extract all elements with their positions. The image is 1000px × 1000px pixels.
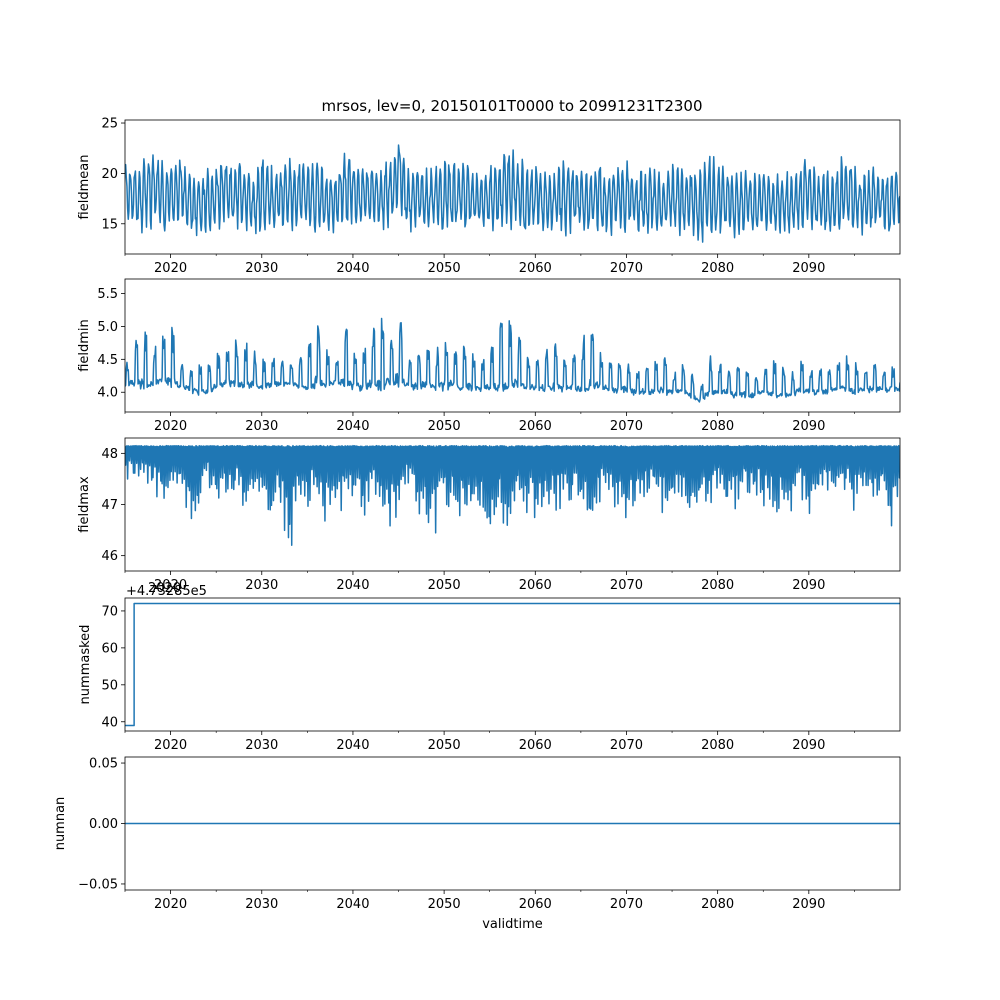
y-tick-label: 4.5 xyxy=(97,353,118,368)
x-tick-label: 2090 xyxy=(792,419,825,434)
y-axis-label-fieldmean: fieldmean xyxy=(77,155,92,220)
y-tick-label: 50 xyxy=(101,678,118,693)
x-tick-label: 2040 xyxy=(336,578,369,593)
panels: 2020 2030 2040 2050 2060 2070 2080 2090 15 20 25 fi… xyxy=(53,117,901,932)
axes-frame-nummasked xyxy=(124,597,901,732)
x-tick-label: 2060 xyxy=(519,897,552,912)
x-tick-label: 2040 xyxy=(336,419,369,434)
x-tick-label: 2050 xyxy=(428,578,461,593)
x-tick-label: 2060 xyxy=(519,578,552,593)
x-tick-label: 2020 xyxy=(154,897,187,912)
x-tick-label: 2020 xyxy=(154,261,187,276)
y-axis-label-fieldmax: fieldmax xyxy=(77,476,92,533)
y-tick-label: −0.05 xyxy=(78,877,118,892)
series-line-fieldmin xyxy=(125,317,900,403)
y-tick-label: 47 xyxy=(101,498,118,513)
x-tick-label: 2030 xyxy=(245,261,278,276)
panel-numnan: 2020 2030 2040 2050 2060 2070 2080 2090 −0.05 0.0… xyxy=(53,757,901,932)
panel-nummasked: 2020 2030 2040 2050 2060 2070 2080 2090 40 50 60 70… xyxy=(78,581,901,753)
x-tick-label: 2040 xyxy=(336,261,369,276)
x-tick-label: 2050 xyxy=(428,738,461,753)
x-tick-label: 2070 xyxy=(610,738,643,753)
y-tick-label: 70 xyxy=(101,604,118,619)
y-axis-label-nummasked: nummasked xyxy=(78,625,93,705)
x-tick-label: 2020 xyxy=(154,738,187,753)
y-tick-label: 0.00 xyxy=(89,817,118,832)
panel-fieldmax: 2020 2030 2040 2050 2060 2070 2080 2090 46 47 48 fi… xyxy=(77,437,901,593)
y-tick-label: 48 xyxy=(101,447,118,462)
x-tick-label: 2060 xyxy=(519,419,552,434)
panel-fieldmin: 2020 2030 2040 2050 2060 2070 2080 2090 4.0 4.5 5.… xyxy=(77,278,901,434)
x-tick-label: 2040 xyxy=(336,738,369,753)
y-tick-label: 0.05 xyxy=(89,757,118,772)
x-tick-label: 2030 xyxy=(245,738,278,753)
x-tick-label: 2060 xyxy=(519,261,552,276)
x-tick-label: 2090 xyxy=(792,578,825,593)
x-tick-label: 2080 xyxy=(701,261,734,276)
x-tick-label: 2060 xyxy=(519,738,552,753)
x-tick-label: 2090 xyxy=(792,897,825,912)
axes-frame-fieldmean xyxy=(124,119,901,255)
x-tick-label: 2080 xyxy=(701,738,734,753)
offset-text-extra: 2020 xyxy=(148,581,181,596)
y-tick-label: 25 xyxy=(101,117,118,132)
x-axis-label: validtime xyxy=(482,917,543,932)
x-tick-label: 2040 xyxy=(336,897,369,912)
x-tick-label: 2090 xyxy=(792,738,825,753)
x-tick-label: 2030 xyxy=(245,897,278,912)
y-tick-label: 60 xyxy=(101,641,118,656)
x-tick-label: 2050 xyxy=(428,897,461,912)
x-tick-label: 2030 xyxy=(245,419,278,434)
y-tick-label: 5.5 xyxy=(97,287,118,302)
series-line-fieldmean xyxy=(125,144,900,243)
x-tick-label: 2070 xyxy=(610,897,643,912)
x-tick-label: 2070 xyxy=(610,419,643,434)
x-tick-label: 2050 xyxy=(428,419,461,434)
y-tick-label: 5.0 xyxy=(97,320,118,335)
series-line-fieldmax xyxy=(125,444,900,547)
y-tick-label: 46 xyxy=(101,549,118,564)
y-tick-label: 4.0 xyxy=(97,386,118,401)
panel-fieldmean: 2020 2030 2040 2050 2060 2070 2080 2090 15 20 25 fi… xyxy=(77,117,901,276)
x-tick-label: 2090 xyxy=(792,261,825,276)
y-tick-label: 20 xyxy=(101,167,118,182)
x-tick-label: 2070 xyxy=(610,578,643,593)
series-line-nummasked xyxy=(125,602,900,727)
y-axis-label-fieldmin: fieldmin xyxy=(77,319,92,372)
x-tick-label: 2020 xyxy=(154,578,187,593)
offset-text: +4.73285e5 xyxy=(126,584,207,599)
x-tick-label: 2070 xyxy=(610,261,643,276)
x-tick-label: 2080 xyxy=(701,419,734,434)
figure-title: mrsos, lev=0, 20150101T0000 to 20991231T… xyxy=(321,97,702,115)
x-tick-label: 2050 xyxy=(428,261,461,276)
y-axis-label-numnan: numnan xyxy=(53,797,68,851)
y-tick-label: 40 xyxy=(101,715,118,730)
y-tick-label: 15 xyxy=(101,217,118,232)
x-tick-label: 2080 xyxy=(701,897,734,912)
x-tick-label: 2080 xyxy=(701,578,734,593)
x-tick-label: 2030 xyxy=(245,578,278,593)
axes-frame-fieldmin xyxy=(124,278,901,413)
x-tick-label: 2020 xyxy=(154,419,187,434)
